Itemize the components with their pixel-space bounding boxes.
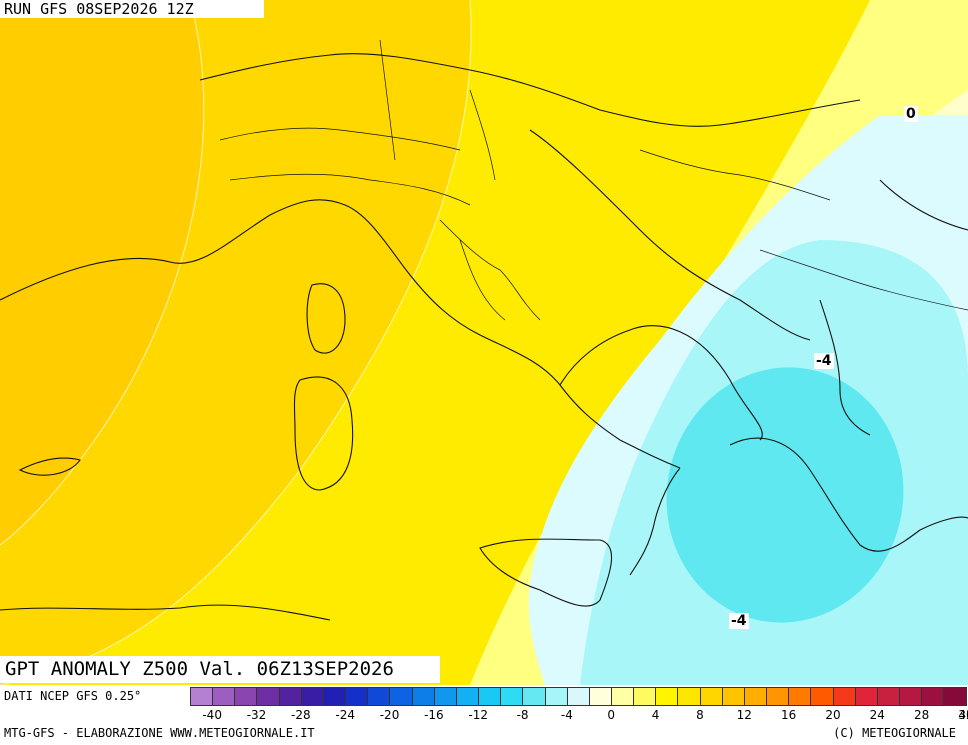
colorbar-swatch — [877, 688, 900, 705]
colorbar-swatch — [501, 688, 524, 705]
field-16-20 — [0, 0, 204, 545]
colorbar-tick-label: -12 — [468, 708, 489, 722]
colorbar-swatch — [722, 688, 745, 705]
colorbar-swatch — [279, 688, 302, 705]
colorbar-tick-label: -16 — [424, 708, 444, 722]
colorbar-swatch — [789, 688, 812, 705]
colorbar-swatch — [567, 688, 590, 705]
colorbar-tick-label: 32 — [958, 708, 968, 722]
colorbar-tick-label: -8 — [516, 708, 529, 722]
colorbar-swatch — [700, 688, 723, 705]
colorbar-swatch — [589, 688, 612, 705]
colorbar-swatch — [523, 688, 546, 705]
colorbar-tick-label: -24 — [335, 708, 355, 722]
colorbar-swatch — [257, 688, 280, 705]
colorbar-tick-label: -32 — [246, 708, 267, 722]
colorbar-swatch — [545, 688, 568, 705]
colorbar-swatch — [301, 688, 324, 705]
colorbar-swatch — [833, 688, 856, 705]
colorbar-tick-label: -40 — [202, 708, 222, 722]
map-canvas — [0, 0, 968, 685]
colorbar-swatch — [811, 688, 834, 705]
colorbar-tick-label: -28 — [291, 708, 311, 722]
map-title: GPT ANOMALY Z500 Val. 06Z13SEP2026 — [0, 656, 440, 683]
colorbar-tick-label: 0 — [607, 708, 616, 722]
data-source-label: DATI NCEP GFS 0.25° — [4, 689, 142, 703]
colorbar-swatch — [611, 688, 635, 705]
colorbar-swatch — [744, 688, 768, 705]
footer-copyright: (C) METEOGIORNALE — [833, 726, 956, 740]
colorbar-tick-label: 8 — [696, 708, 704, 722]
colorbar-swatch — [944, 688, 967, 705]
colorbar-swatch — [922, 688, 945, 705]
colorbar-swatch — [678, 688, 701, 705]
colorbar-tick-label: 4 — [651, 708, 660, 722]
colorbar-tick-label: 40 — [958, 708, 968, 722]
colorbar-swatch — [634, 688, 657, 705]
colorbar-tick-label: -20 — [379, 708, 400, 722]
colorbar-swatch — [323, 688, 347, 705]
colorbar-tick-label: 20 — [825, 708, 841, 722]
colorbar-swatch — [900, 688, 923, 705]
contour-label: 0 — [904, 106, 918, 122]
anomaly-map — [0, 0, 968, 685]
colorbar — [190, 687, 968, 706]
contour-label: -4 — [814, 353, 834, 369]
coastlines — [0, 53, 968, 621]
contour-line — [0, 0, 472, 685]
colorbar-swatch — [656, 688, 679, 705]
contour-line — [0, 0, 205, 546]
colorbar-tick-label: 16 — [780, 708, 797, 722]
field-min-core — [666, 367, 904, 623]
colorbar-swatch — [368, 688, 391, 705]
colorbar-swatch — [855, 688, 878, 705]
contour-label: -4 — [729, 613, 749, 629]
colorbar-swatch — [412, 688, 435, 705]
colorbar-swatch — [767, 688, 790, 705]
colorbar-swatch — [346, 688, 369, 705]
colorbar-swatch — [479, 688, 502, 705]
colorbar-tick-label: -4 — [560, 708, 573, 722]
legend-panel: DATI NCEP GFS 0.25° -40 -32 -28 -24 -20 -16 -1… — [0, 685, 968, 745]
colorbar-tick-label: 12 — [736, 708, 752, 722]
colorbar-swatch — [191, 688, 214, 705]
colorbar-tick-label: 24 — [869, 708, 885, 722]
run-label: RUN GFS 08SEP2026 12Z — [0, 0, 264, 18]
admin-borders — [219, 39, 968, 321]
colorbar-swatch — [235, 688, 258, 705]
colorbar-ticks: -40-32-28-24-20-16-12-8-4048121620242832… — [190, 708, 968, 724]
colorbar-swatch — [390, 688, 413, 705]
colorbar-swatch — [213, 688, 236, 705]
colorbar-swatch — [456, 688, 480, 705]
colorbar-swatch — [434, 688, 457, 705]
colorbar-tick-label: 28 — [914, 708, 930, 722]
footer-credit: MTG-GFS - ELABORAZIONE WWW.METEOGIORNALE… — [4, 726, 315, 740]
